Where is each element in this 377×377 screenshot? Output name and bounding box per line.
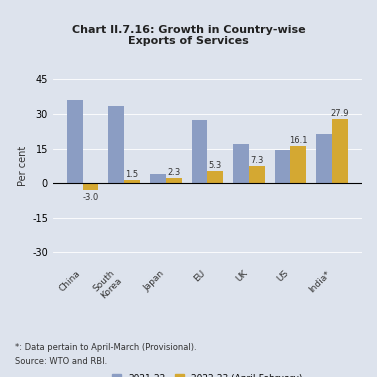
Legend: 2021-22, 2022-23 (April-February): 2021-22, 2022-23 (April-February) — [109, 370, 306, 377]
Text: Chart II.7.16: Growth in Country-wise
Exports of Services: Chart II.7.16: Growth in Country-wise Ex… — [72, 25, 305, 46]
Text: 7.3: 7.3 — [250, 156, 264, 165]
Bar — [275, 150, 291, 183]
Text: Source: WTO and RBI.: Source: WTO and RBI. — [15, 357, 107, 366]
Bar — [83, 183, 98, 190]
Bar — [233, 144, 249, 183]
Text: 27.9: 27.9 — [331, 109, 349, 118]
Bar — [291, 146, 306, 183]
Bar — [109, 106, 124, 183]
Bar — [316, 133, 332, 183]
Y-axis label: Per cent: Per cent — [18, 146, 28, 186]
Bar — [124, 180, 140, 183]
Text: 16.1: 16.1 — [289, 136, 308, 145]
Bar — [166, 178, 182, 183]
Bar — [249, 166, 265, 183]
Text: -3.0: -3.0 — [83, 193, 99, 202]
Text: *: Data pertain to April-March (Provisional).: *: Data pertain to April-March (Provisio… — [15, 343, 197, 352]
Bar — [67, 100, 83, 183]
Bar — [332, 119, 348, 183]
Text: 5.3: 5.3 — [208, 161, 222, 170]
Text: 2.3: 2.3 — [167, 168, 180, 177]
Bar — [207, 171, 223, 183]
Bar — [192, 120, 207, 183]
Bar — [150, 174, 166, 183]
Text: 1.5: 1.5 — [126, 170, 139, 179]
